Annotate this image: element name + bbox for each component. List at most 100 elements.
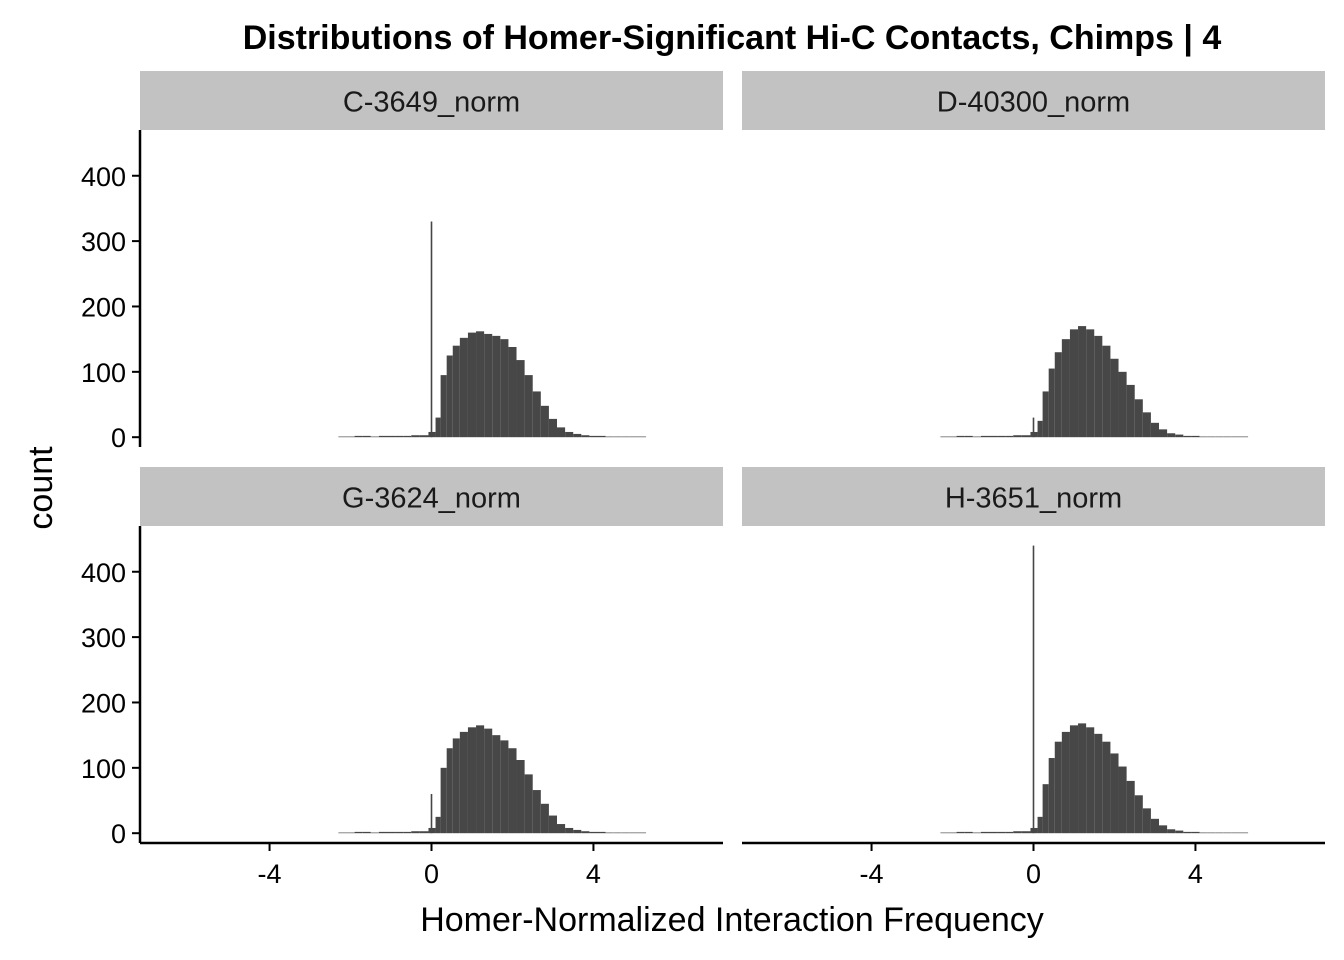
histogram-bar bbox=[629, 832, 638, 834]
histogram-bar bbox=[1078, 326, 1087, 438]
histogram-spike-bar bbox=[1032, 545, 1035, 834]
histogram-bar bbox=[540, 803, 549, 834]
histogram-bar bbox=[581, 831, 590, 834]
x-tick-label: 4 bbox=[586, 859, 601, 889]
histogram-bar bbox=[565, 827, 574, 834]
histogram-bar bbox=[1048, 758, 1055, 834]
histogram-bar bbox=[980, 831, 989, 834]
histogram-bar bbox=[403, 831, 412, 834]
histogram-bar bbox=[1013, 435, 1022, 438]
histogram-bar bbox=[1061, 731, 1070, 834]
histogram-bar bbox=[346, 436, 355, 438]
histogram-bar bbox=[1175, 830, 1184, 834]
histogram-bar bbox=[1102, 741, 1111, 834]
histogram-bar bbox=[508, 748, 517, 834]
histogram-bar bbox=[1021, 831, 1031, 834]
y-tick-label: 200 bbox=[81, 292, 126, 322]
histogram-bar bbox=[1054, 352, 1062, 438]
histogram-bar bbox=[403, 435, 412, 438]
histogram-bar bbox=[476, 331, 485, 438]
histogram-bar bbox=[1037, 816, 1043, 834]
facet-strip-label: D-40300_norm bbox=[937, 87, 1130, 119]
histogram-bar bbox=[1134, 795, 1143, 834]
histogram-bar bbox=[354, 831, 363, 834]
histogram-bar bbox=[1118, 766, 1127, 834]
histogram-bar bbox=[395, 831, 404, 834]
y-tick-label: 100 bbox=[81, 358, 126, 388]
histogram-bar bbox=[1086, 727, 1095, 834]
histogram-spike-bar bbox=[430, 221, 433, 438]
histogram-bar bbox=[500, 339, 509, 438]
histogram-bar bbox=[1175, 434, 1184, 438]
histogram-bar bbox=[1159, 825, 1168, 834]
histogram-bar bbox=[467, 727, 477, 834]
histogram-bar bbox=[1061, 339, 1070, 438]
histogram-bar bbox=[1069, 329, 1079, 438]
histogram-bar bbox=[370, 436, 379, 438]
histogram-bar bbox=[1150, 818, 1160, 834]
facet-strip-label: C-3649_norm bbox=[343, 87, 520, 119]
histogram-bar bbox=[589, 435, 598, 438]
histogram-bar bbox=[1167, 433, 1176, 438]
y-tick-label: 300 bbox=[81, 227, 126, 257]
facet-strip-label: H-3651_norm bbox=[945, 483, 1122, 515]
histogram-bar bbox=[370, 832, 379, 834]
histogram-bar bbox=[419, 435, 429, 438]
histogram-bar bbox=[1239, 436, 1249, 438]
histogram-bar bbox=[997, 435, 1006, 438]
histogram-spike-bar bbox=[430, 793, 433, 834]
histogram-bar bbox=[548, 418, 558, 438]
histogram-bar bbox=[948, 832, 957, 834]
histogram-bar bbox=[484, 333, 493, 438]
histogram-bar bbox=[1223, 436, 1232, 438]
histogram-bar bbox=[1048, 368, 1055, 438]
histogram-bar bbox=[1231, 832, 1240, 834]
histogram-bar bbox=[1013, 831, 1022, 834]
histogram-bar bbox=[964, 435, 973, 438]
histogram-bar bbox=[940, 436, 949, 438]
histogram-bar bbox=[440, 375, 447, 438]
histogram-bar bbox=[1021, 435, 1031, 438]
histogram-bar bbox=[940, 832, 949, 834]
histogram-bar bbox=[972, 832, 981, 834]
histogram-bar bbox=[1199, 832, 1208, 834]
histogram-bar bbox=[338, 832, 347, 834]
histogram-bar bbox=[1094, 733, 1103, 834]
y-tick-label: 0 bbox=[111, 819, 126, 849]
histogram-bar bbox=[1069, 725, 1079, 834]
histogram-bar bbox=[1110, 358, 1119, 438]
histogram-bar bbox=[1042, 784, 1049, 834]
facet-strip bbox=[742, 467, 1325, 526]
histogram-bar bbox=[1078, 723, 1087, 834]
histogram-bar bbox=[988, 435, 998, 438]
histogram-bar bbox=[1102, 345, 1111, 438]
histogram-bar bbox=[997, 831, 1006, 834]
histogram-bar bbox=[386, 435, 396, 438]
histogram-bar bbox=[338, 436, 347, 438]
facet-strip-label: G-3624_norm bbox=[342, 483, 521, 515]
y-tick-label: 200 bbox=[81, 688, 126, 718]
chart-title: Distributions of Homer-Significant Hi-C … bbox=[243, 19, 1222, 57]
histogram-bar bbox=[557, 824, 566, 834]
facet-panel: H-3651_norm -4 0 4 bbox=[742, 467, 1325, 889]
histogram-bar bbox=[557, 427, 566, 438]
y-tick-label: 300 bbox=[81, 623, 126, 653]
histogram-bar bbox=[1231, 436, 1240, 438]
histogram-bar bbox=[452, 345, 460, 438]
histogram-bar bbox=[516, 759, 525, 834]
histogram-bar bbox=[354, 435, 363, 438]
histogram-bar bbox=[1134, 399, 1143, 438]
histogram-bar bbox=[540, 405, 549, 438]
facet-panel: G-3624_norm 0 100 200 300 400 -4 0 4 bbox=[81, 467, 723, 889]
histogram-spike-bar bbox=[1032, 417, 1035, 438]
histogram-bar bbox=[378, 831, 387, 834]
histogram-bar bbox=[605, 832, 614, 834]
facet-strip bbox=[140, 71, 723, 130]
histogram-bar bbox=[440, 767, 447, 834]
histogram-bar bbox=[1037, 420, 1043, 438]
histogram-bar bbox=[459, 337, 468, 438]
histogram-bar bbox=[1199, 436, 1208, 438]
y-tick-label: 0 bbox=[111, 423, 126, 453]
histogram-bar bbox=[516, 360, 525, 438]
